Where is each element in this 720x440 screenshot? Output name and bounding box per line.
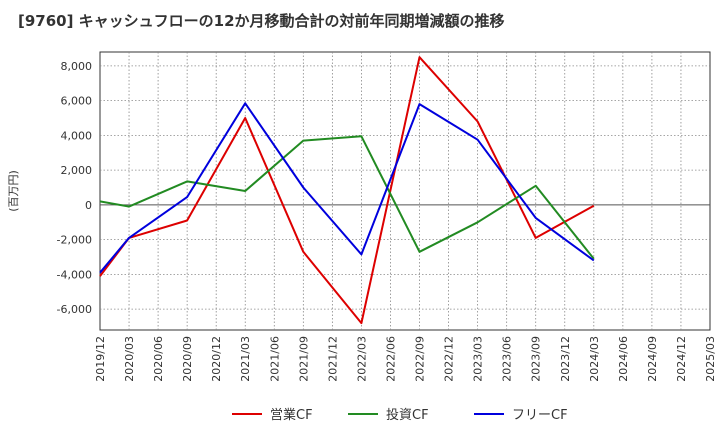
series-lines xyxy=(99,56,595,325)
legend: 営業CF 投資CF フリーCF xyxy=(232,407,568,423)
legend-label: フリーCF xyxy=(512,408,568,423)
y-tick-label: 2,000 xyxy=(61,164,93,177)
y-tick-label: 4,000 xyxy=(61,129,93,142)
legend-label: 営業CF xyxy=(270,407,313,423)
x-tick-label: 2021/03 xyxy=(239,336,252,382)
series-line xyxy=(99,102,595,274)
y-tick-label: -6,000 xyxy=(57,303,92,316)
x-tick-label: 2024/12 xyxy=(675,336,688,382)
chart-title: [9760] キャッシュフローの12か月移動合計の対前年同期増減額の推移 xyxy=(18,12,505,30)
x-axis-ticks: 2019/12 2020/03 2020/06 2020/09 2020/12 2021/… xyxy=(94,336,717,382)
legend-label: 投資CF xyxy=(386,407,429,423)
x-tick-label: 2020/03 xyxy=(123,336,136,382)
x-tick-label: 2022/03 xyxy=(355,336,368,382)
x-tick-label: 2023/03 xyxy=(472,336,485,382)
y-axis-label: (百万円) xyxy=(7,170,20,212)
x-tick-label: 2024/09 xyxy=(646,336,659,382)
y-tick-label: 6,000 xyxy=(61,95,93,108)
x-tick-label: 2023/12 xyxy=(559,336,572,382)
gridlines xyxy=(100,52,710,330)
y-tick-label: 8,000 xyxy=(61,60,93,73)
x-tick-label: 2024/06 xyxy=(617,336,630,382)
x-tick-label: 2022/06 xyxy=(384,336,397,382)
x-tick-label: 2022/09 xyxy=(414,336,427,382)
x-tick-label: 2022/12 xyxy=(443,336,456,382)
x-tick-label: 2019/12 xyxy=(94,336,107,382)
x-tick-label: 2021/09 xyxy=(297,336,310,382)
y-tick-label: -2,000 xyxy=(57,234,92,247)
y-tick-label: -4,000 xyxy=(57,268,92,281)
x-tick-label: 2023/09 xyxy=(530,336,543,382)
x-tick-label: 2023/06 xyxy=(501,336,514,382)
x-tick-label: 2021/12 xyxy=(326,336,339,382)
y-tick-label: 0 xyxy=(85,199,92,212)
x-tick-label: 2020/06 xyxy=(152,336,165,382)
x-tick-label: 2020/12 xyxy=(210,336,223,382)
x-tick-label: 2021/06 xyxy=(268,336,281,382)
series-line xyxy=(99,135,595,260)
plot-area xyxy=(99,51,711,331)
x-tick-label: 2024/03 xyxy=(588,336,601,382)
x-tick-label: 2025/03 xyxy=(704,336,717,382)
y-axis-ticks: 8,000 6,000 4,000 2,000 0 -2,000 -4,000 -6,000 xyxy=(57,60,92,316)
x-tick-label: 2020/09 xyxy=(181,336,194,382)
